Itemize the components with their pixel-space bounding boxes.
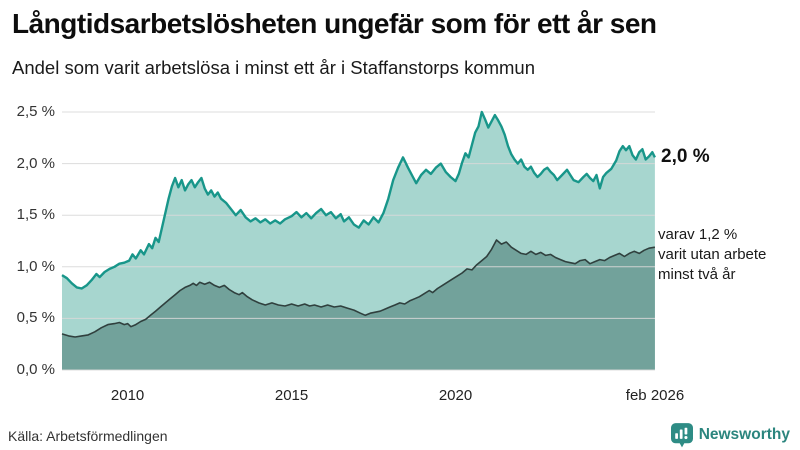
source-attribution: Källa: Arbetsförmedlingen	[8, 428, 168, 444]
two-year-annotation: varav 1,2 % varit utan arbete minst två …	[658, 226, 767, 283]
y-tick-label: 2,5 %	[16, 103, 55, 120]
newsworthy-bubble-chart-icon	[670, 422, 693, 448]
line-two-years	[61, 239, 656, 338]
y-tick-label: 1,5 %	[16, 206, 55, 224]
x-tick-label: 2015	[274, 387, 309, 404]
y-tick-label: 0,0 %	[16, 361, 55, 378]
x-tick-label: feb 2026	[625, 387, 685, 404]
area-two-years-fill	[62, 240, 655, 370]
newsworthy-wordmark: Newsworthy	[698, 426, 790, 443]
line-total	[61, 110, 656, 290]
y-tick-label: 0,5 %	[16, 309, 55, 327]
latest-value-label: 2,0 %	[661, 146, 710, 167]
x-tick-label: 2020	[438, 387, 473, 404]
y-tick-label: 2,0 %	[16, 154, 55, 172]
x-tick-label: 2010	[110, 387, 145, 404]
page-title: Långtidsarbetslösheten ungefär som för e…	[12, 8, 657, 39]
newsworthy-logo[interactable]: Newsworthy	[670, 422, 790, 448]
chart-subtitle: Andel som varit arbetslösa i minst ett å…	[12, 57, 536, 78]
y-tick-label: 1,0 %	[16, 257, 55, 275]
